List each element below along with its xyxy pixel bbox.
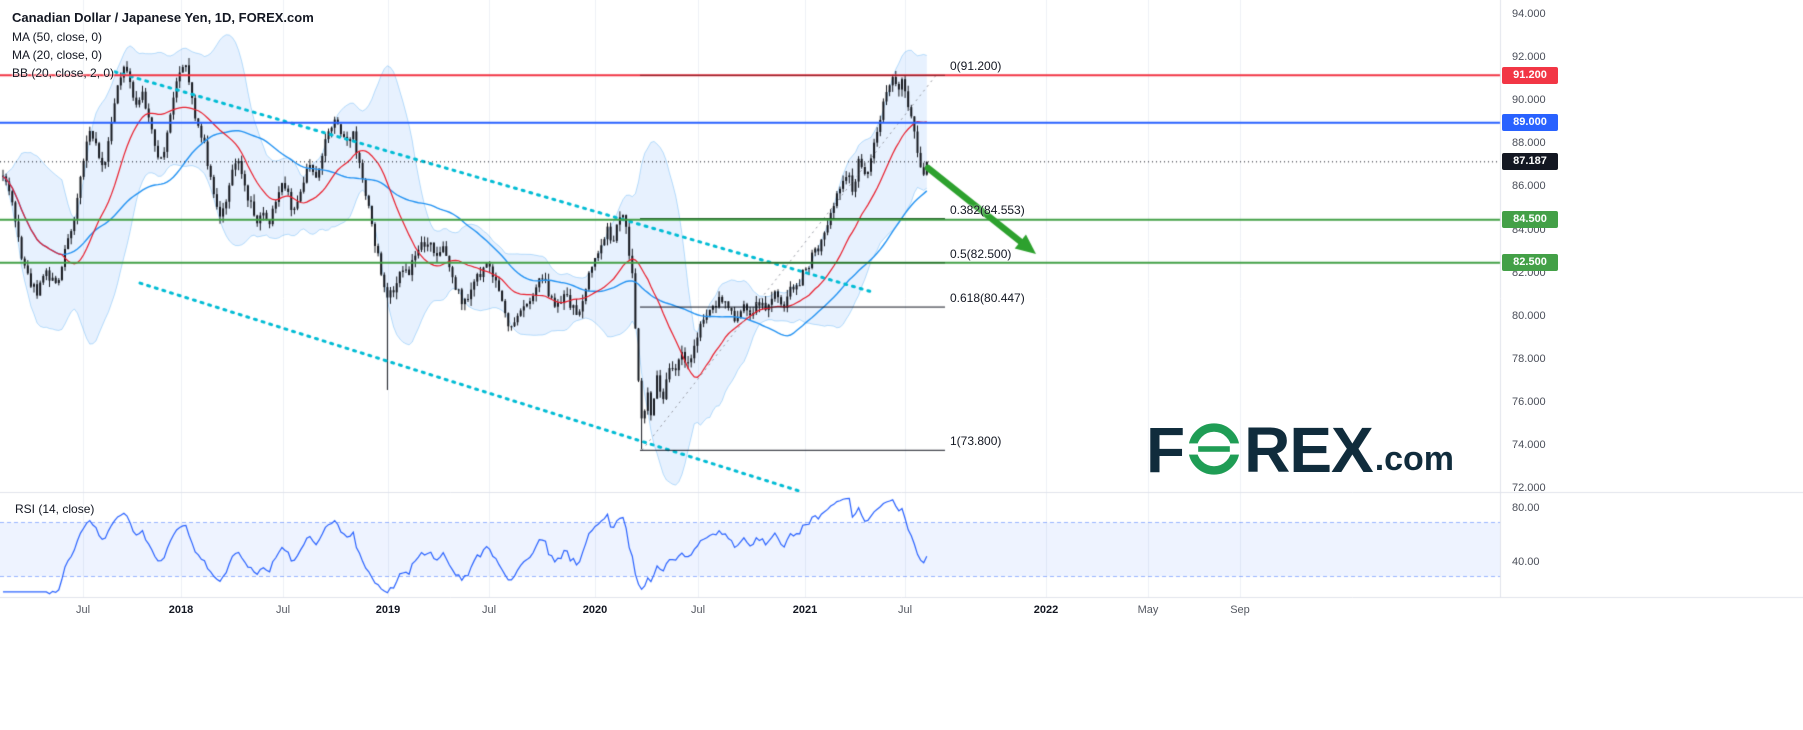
forex-logo-com: .com <box>1374 440 1455 478</box>
price-tick-90.000: 90.000 <box>1512 94 1546 107</box>
time-label-2022: 2022 <box>1033 604 1059 616</box>
price-tick-78.000: 78.000 <box>1512 352 1546 365</box>
last-price-badge[interactable]: 87.187 <box>1502 153 1558 171</box>
time-label-Sep: Sep <box>1230 604 1250 616</box>
forex-logo: F REX .com <box>1146 418 1454 482</box>
price-tick-94.000: 94.000 <box>1512 8 1546 20</box>
rsi-tick-80.00: 80.00 <box>1512 502 1540 514</box>
symbol-title[interactable]: Canadian Dollar / Japanese Yen, 1D, FORE… <box>12 10 314 25</box>
time-label-2018: 2018 <box>168 604 194 616</box>
time-label-2019: 2019 <box>375 604 401 616</box>
price-tick-74.000: 74.000 <box>1512 439 1546 451</box>
price-tick-88.000: 88.000 <box>1512 137 1546 150</box>
time-label-2021: 2021 <box>792 604 818 616</box>
price-badge-82.500[interactable]: 82.500 <box>1502 254 1558 272</box>
forex-logo-o-icon <box>1187 422 1241 481</box>
time-label-Jul: Jul <box>690 604 706 616</box>
price-badge-89.000[interactable]: 89.000 <box>1502 114 1558 132</box>
indicator-bb[interactable]: BB (20, close, 2, 0) <box>12 66 115 80</box>
time-axis[interactable]: Jul 2018 Jul 2019 Jul 2020 Jul 2021 Jul 2022 May Se… <box>0 597 1803 629</box>
price-tick-80.000: 80.000 <box>1512 309 1546 322</box>
indicator-rsi[interactable]: RSI (14, close) <box>15 502 95 516</box>
time-label-Jul: Jul <box>75 604 91 616</box>
time-label-May: May <box>1137 604 1159 616</box>
time-label-Jul: Jul <box>897 604 913 616</box>
price-tick-92.000: 92.000 <box>1512 51 1546 64</box>
indicator-ma50[interactable]: MA (50, close, 0) <box>12 30 103 44</box>
forex-logo-rex: REX <box>1244 414 1374 486</box>
price-badge-84.500[interactable]: 84.500 <box>1502 211 1558 229</box>
indicator-ma20[interactable]: MA (20, close, 0) <box>12 48 103 62</box>
price-tick-76.000: 76.000 <box>1512 395 1546 408</box>
time-label-Jul: Jul <box>481 604 497 616</box>
main-legend: Canadian Dollar / Japanese Yen, 1D, FORE… <box>12 10 314 80</box>
price-tick-72.000: 72.000 <box>1512 482 1546 495</box>
price-axis[interactable]: 94.000 92.000 90.000 88.000 86.000 84.000 82.0… <box>1500 0 1803 597</box>
rsi-tick-40.00: 40.00 <box>1512 556 1540 568</box>
time-label-2020: 2020 <box>582 604 608 616</box>
price-tick-86.000: 86.000 <box>1512 180 1546 193</box>
price-badge-91.200[interactable]: 91.200 <box>1502 66 1558 84</box>
time-label-Jul: Jul <box>275 604 291 616</box>
forex-logo-f: F <box>1146 414 1185 486</box>
